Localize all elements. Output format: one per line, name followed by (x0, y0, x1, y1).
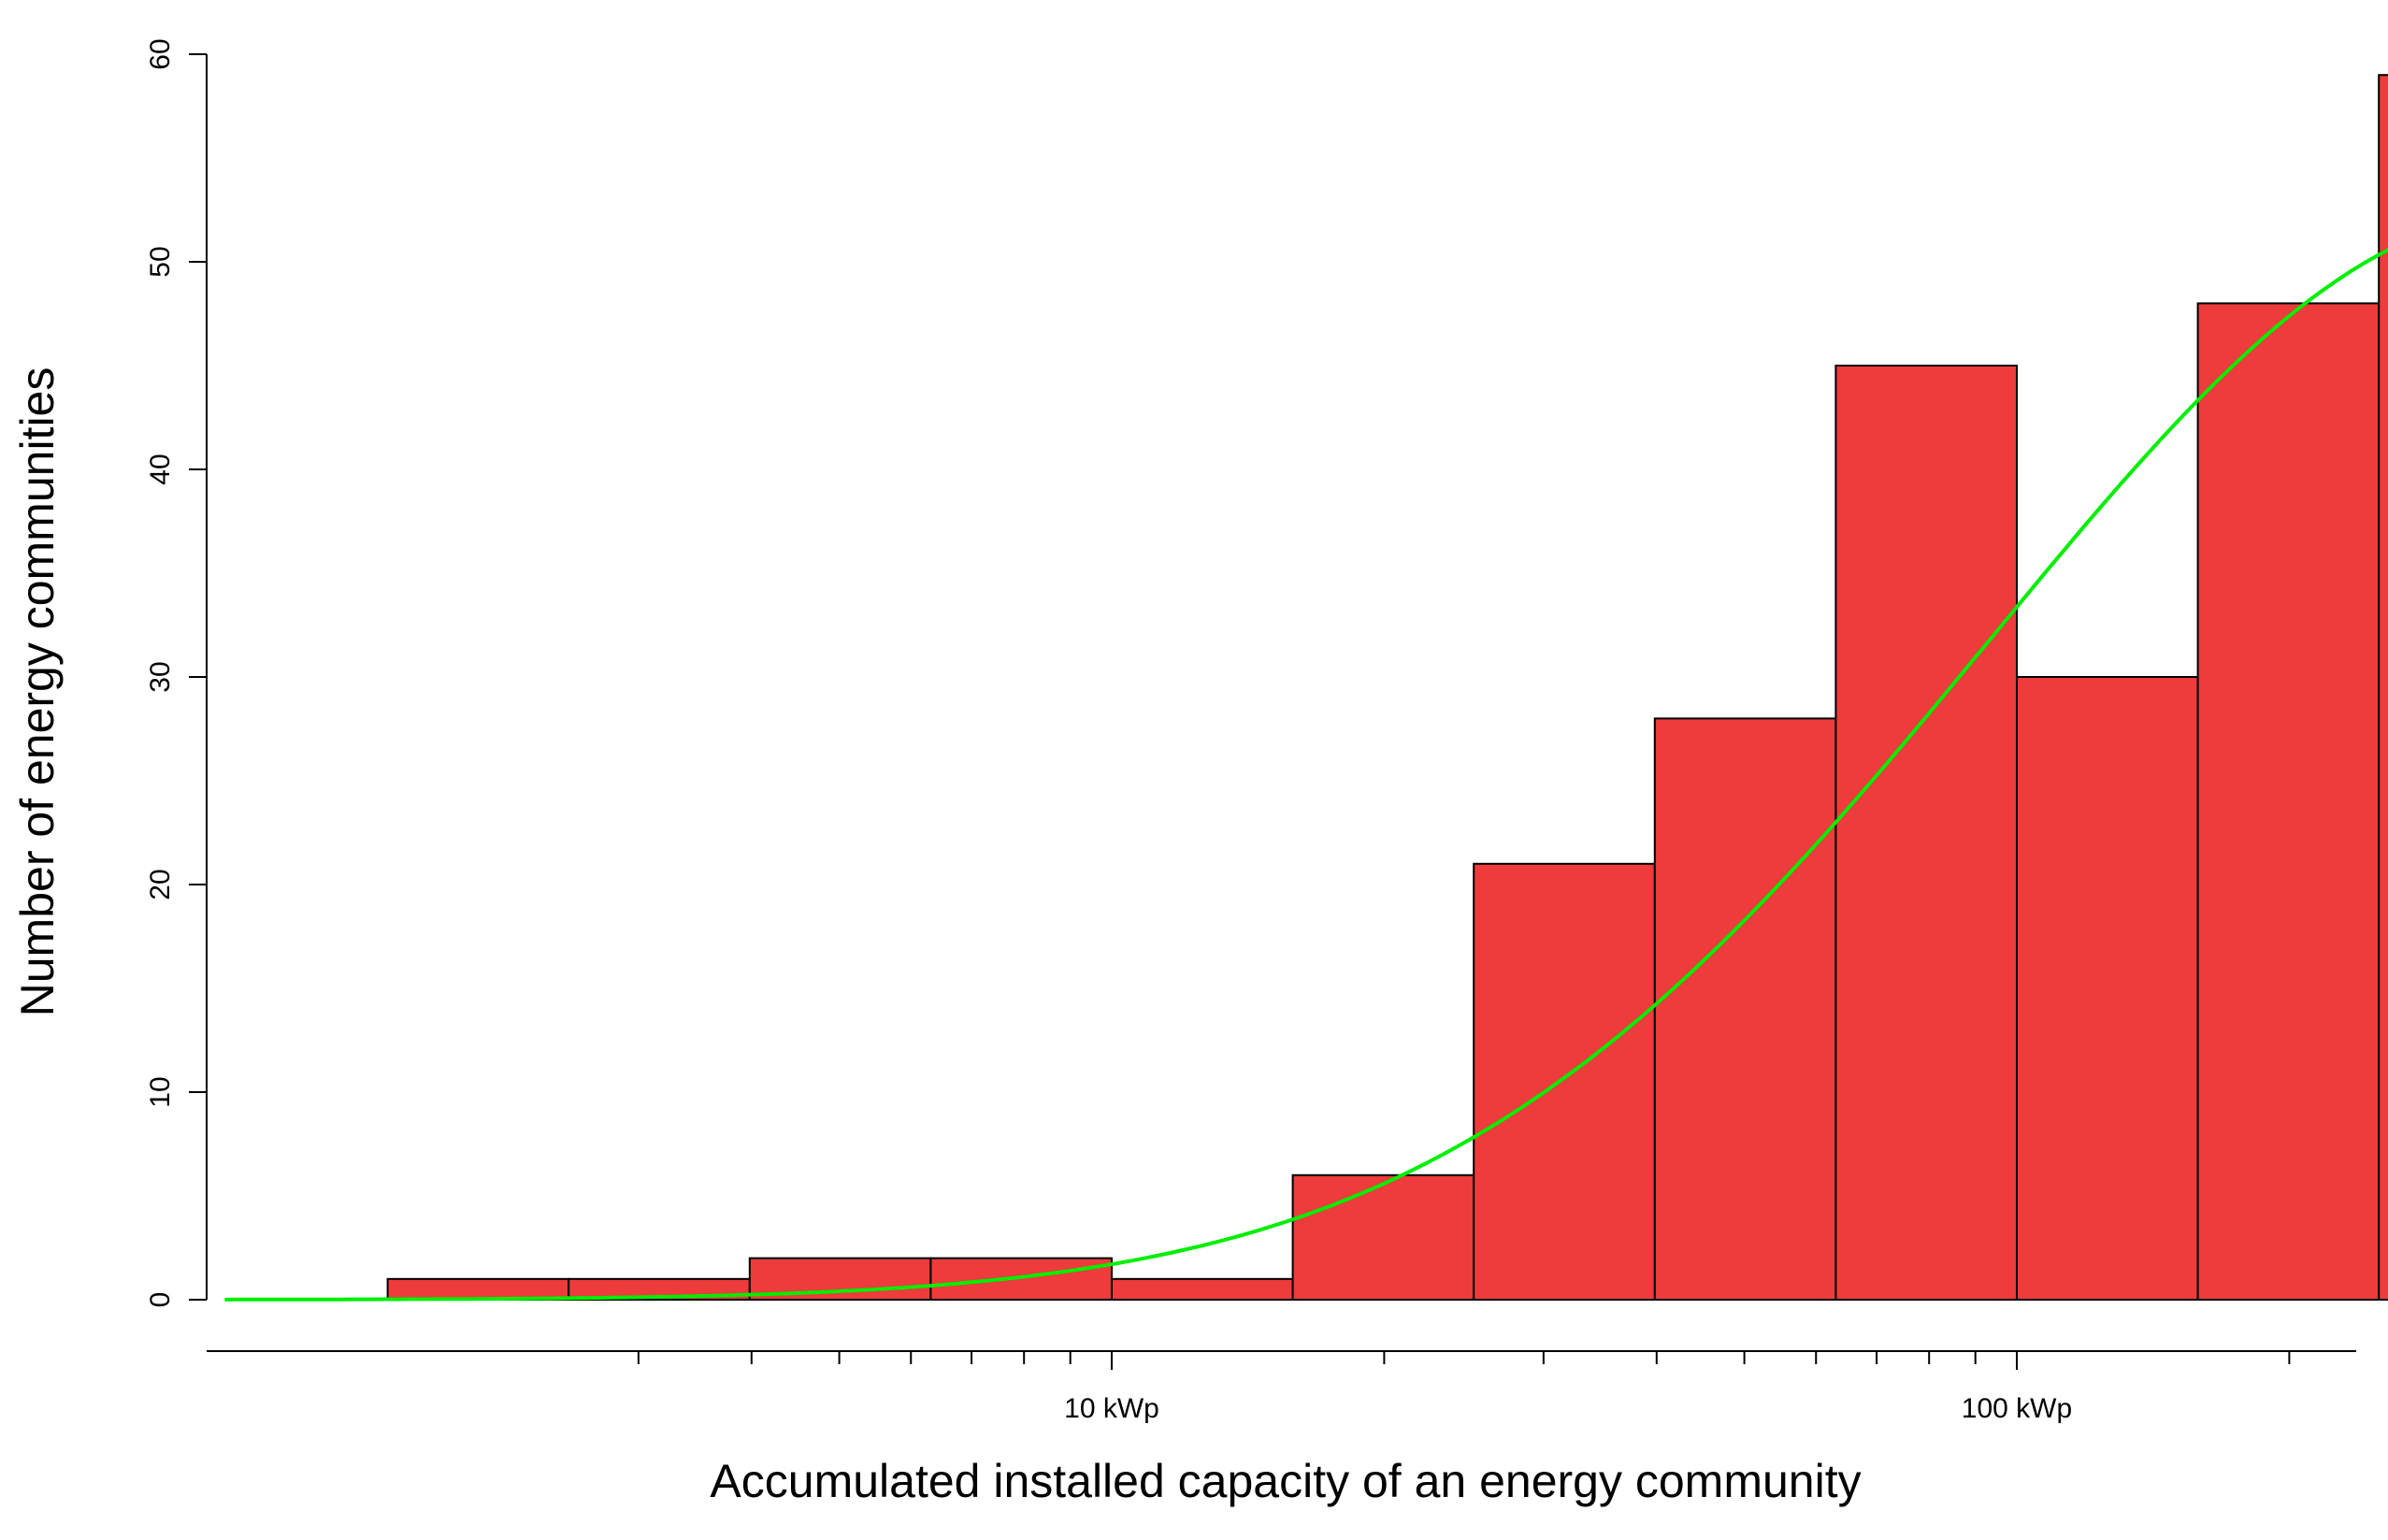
histogram-bar (2196, 302, 2381, 1301)
y-tick-label: 30 (145, 661, 176, 692)
histogram-bar (1834, 365, 2019, 1301)
histogram-bar (1653, 717, 1837, 1301)
histogram-bar (2378, 74, 2388, 1302)
histogram-bar (1291, 1173, 1475, 1302)
histogram-bar (929, 1257, 1114, 1301)
y-axis-title: Number of energy communities (11, 367, 64, 1017)
histogram-bar (2016, 676, 2199, 1301)
histogram-bars (386, 74, 2388, 1302)
normal-fit-curve (224, 248, 2388, 1302)
y-tick-label: 0 (145, 1292, 176, 1308)
x-tick-label: 100 kWp (1962, 1393, 2072, 1424)
y-tick-label: 50 (145, 246, 176, 277)
y-tick-label: 10 (145, 1076, 176, 1107)
y-tick-label: 60 (145, 38, 176, 69)
y-axis: 0 10 20 30 40 50 60 (145, 38, 208, 1308)
y-tick-label: 40 (145, 453, 176, 484)
histogram-bar (1473, 862, 1656, 1301)
y-tick-label: 20 (145, 869, 176, 900)
x-axis-title: Accumulated installed capacity of an ene… (710, 1455, 1861, 1507)
x-tick-label: 10 kWp (1064, 1393, 1159, 1424)
histogram-bar (1111, 1277, 1294, 1302)
